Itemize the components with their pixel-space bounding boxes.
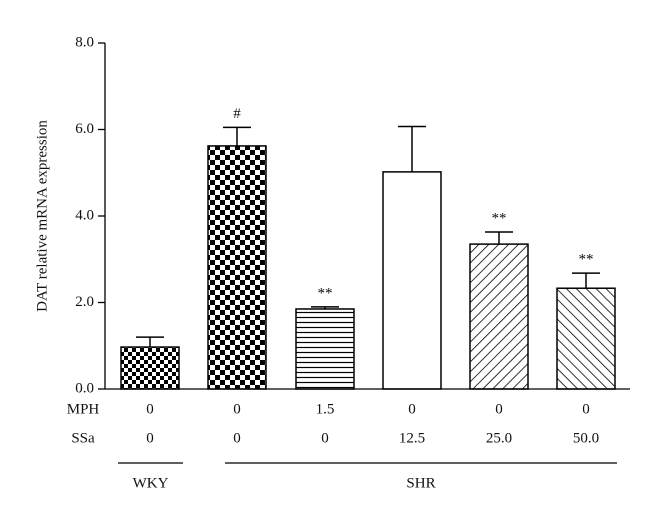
row-value: 1.5 [316,401,335,417]
group-label: WKY [133,475,169,491]
row-value: 0 [233,401,241,417]
row-value: 0 [321,430,329,446]
y-tick-label: 8.0 [75,34,94,50]
bar [120,346,180,390]
significance-label: ** [318,285,333,301]
bar [207,145,267,390]
row-value: 50.0 [573,430,599,446]
y-tick-label: 2.0 [75,294,94,310]
row-value: 0 [495,401,503,417]
row-value: 0 [146,401,154,417]
row-value: 0 [408,401,416,417]
bar [295,308,355,390]
y-tick-label: 4.0 [75,207,94,223]
row-value: 0 [233,430,241,446]
y-tick-label: 0.0 [75,380,94,396]
bar [556,287,616,390]
row-value: 0 [582,401,590,417]
row-value: 12.5 [399,430,425,446]
row-value: 25.0 [486,430,512,446]
significance-label: # [233,106,241,122]
significance-label: ** [579,252,594,268]
y-axis-label: DAT relative mRNA expression [34,120,50,312]
group-label: SHR [406,475,435,491]
y-tick-label: 6.0 [75,121,94,137]
bar [469,243,529,390]
significance-label: ** [492,210,507,226]
row-label: SSa [71,430,95,446]
bar [382,171,442,390]
row-label: MPH [67,401,100,417]
row-value: 0 [146,430,154,446]
